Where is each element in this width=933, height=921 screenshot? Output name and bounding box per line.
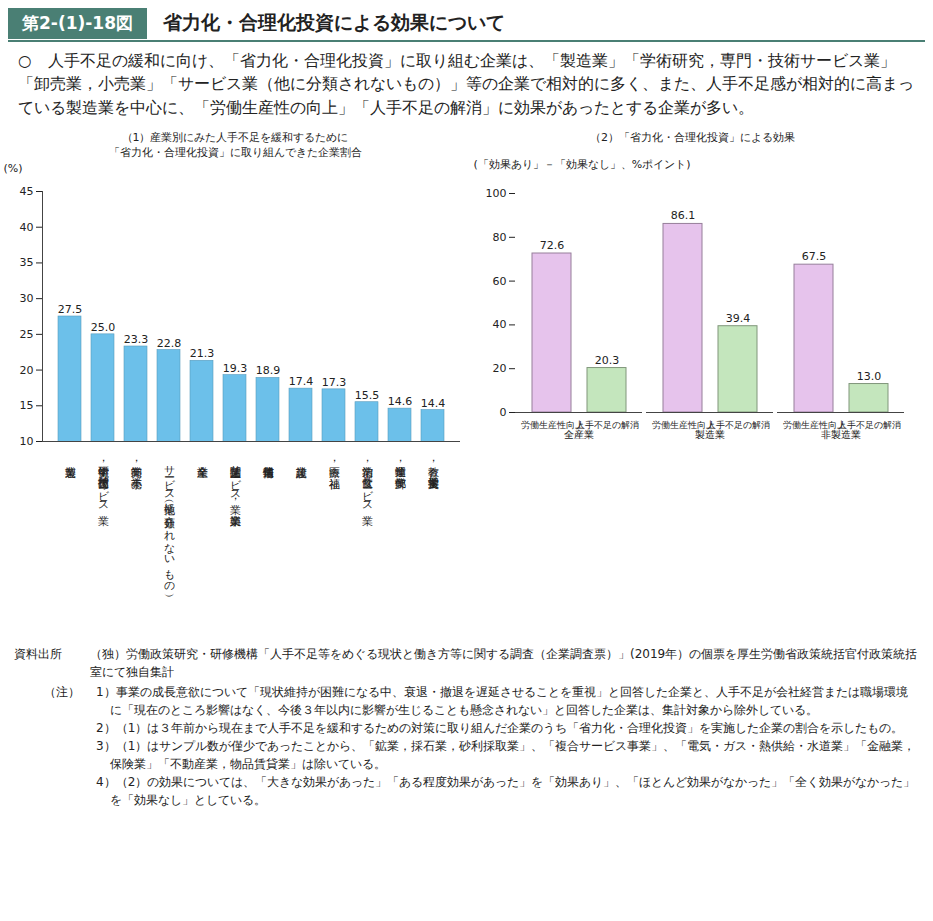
svg-text:86.1: 86.1	[671, 210, 696, 223]
svg-text:人手不足の解消: 人手不足の解消	[706, 419, 770, 430]
html-text:（注）: （注）	[44, 684, 80, 699]
html-text:省力化・合理化投資による効果について: 省力化・合理化投資による効果について	[163, 11, 505, 33]
html-text:製造業: 製造業	[63, 457, 77, 458]
svg-text:教育，学習支援業: 教育，学習支援業	[427, 458, 440, 490]
svg-text:17.3: 17.3	[322, 375, 347, 388]
svg-text:17.4: 17.4	[289, 375, 314, 388]
svg-text:医療，福祉: 医療，福祉	[328, 458, 341, 490]
svg-text:労働生産性向上: 労働生産性向上	[651, 419, 715, 430]
svg-text:25.0: 25.0	[91, 320, 116, 333]
html-text:3）（1）はサンプル数が僅少であったことから、「鉱業，採石業: 3）（1）はサンプル数が僅少であったことから、「鉱業，採石業，砂利採取業」、「複…	[96, 738, 916, 771]
svg-text:運輸業，郵便業: 運輸業，郵便業	[394, 458, 407, 490]
svg-text:(%): (%)	[4, 162, 23, 175]
svg-text:製造業: 製造業	[695, 429, 725, 440]
svg-text:人手不足の解消: 人手不足の解消	[837, 419, 901, 430]
svg-text:卸売業，小売業: 卸売業，小売業	[130, 458, 143, 490]
svg-text:10: 10	[20, 435, 34, 448]
svg-text:15: 15	[20, 399, 34, 412]
svg-text:全産業: 全産業	[564, 429, 594, 440]
svg-text:19.3: 19.3	[223, 361, 248, 374]
svg-text:15.5: 15.5	[355, 388, 380, 401]
svg-text:80: 80	[493, 231, 507, 244]
html-text:（2）「省力化・合理化投資」による効果: （2）「省力化・合理化投資」による効果	[590, 130, 795, 144]
svg-text:40: 40	[493, 319, 507, 332]
svg-text:20.3: 20.3	[595, 354, 620, 367]
svg-text:20: 20	[493, 362, 507, 375]
html-text:建設業: 建設業	[294, 457, 308, 458]
svg-text:35: 35	[20, 256, 34, 269]
svg-text:25: 25	[20, 327, 34, 340]
svg-text:14.6: 14.6	[388, 395, 413, 408]
svg-text:(「効果あり」－「効果なし」、%ポイント): (「効果あり」－「効果なし」、%ポイント)	[474, 158, 691, 171]
html-text:2）（1）は３年前から現在まで人手不足を緩和するための対策に: 2）（1）は３年前から現在まで人手不足を緩和するための対策に取り組んだ企業のうち…	[96, 720, 904, 735]
html-text:○ 人手不足の緩和に向け、「省力化・合理化投資」に取り組む企: ○ 人手不足の緩和に向け、「省力化・合理化投資」に取り組む企業は、「製造業」「学…	[18, 52, 914, 117]
svg-text:宿泊業，飲食サービス業: 宿泊業，飲食サービス業	[361, 458, 374, 527]
svg-text:60: 60	[493, 275, 507, 288]
svg-text:40: 40	[20, 220, 34, 233]
svg-text:非製造業: 非製造業	[821, 429, 861, 440]
svg-text:学術研究，専門・技術サービス業: 学術研究，専門・技術サービス業	[97, 458, 111, 527]
svg-text:100: 100	[486, 187, 507, 200]
html-text:資料出所: 資料出所	[14, 646, 62, 661]
svg-text:労働生産性向上: 労働生産性向上	[782, 419, 846, 430]
svg-text:39.4: 39.4	[726, 312, 751, 325]
svg-text:全産業: 全産業	[198, 467, 209, 478]
html-text:1）事業の成長意欲について「現状維持が困難になる中、衰退・撤: 1）事業の成長意欲について「現状維持が困難になる中、衰退・撤退を遅延させることを…	[96, 684, 908, 717]
html-text:（1）産業別にみた人手不足を緩和するために 「省力化・合理化: （1）産業別にみた人手不足を緩和するために 「省力化・合理化投資」に取り組んでき…	[108, 130, 362, 160]
svg-text:13.0: 13.0	[857, 370, 882, 383]
svg-text:サービス業（他に分類されないもの）: サービス業（他に分類されないもの）	[163, 458, 176, 597]
svg-text:生活関連サービス業，娯楽業: 生活関連サービス業，娯楽業	[229, 458, 242, 527]
svg-text:21.3: 21.3	[190, 347, 215, 360]
svg-text:45: 45	[20, 185, 34, 198]
svg-text:労働生産性向上: 労働生産性向上	[520, 419, 584, 430]
html-text:第2-(1)-18図: 第2-(1)-18図	[22, 12, 133, 33]
svg-text:30: 30	[20, 292, 34, 305]
html-text:情報通信業: 情報通信業	[261, 457, 275, 458]
svg-text:建設業: 建設業	[297, 467, 309, 479]
svg-text:18.9: 18.9	[256, 364, 281, 377]
html-text:4）（2）の効果については、「大きな効果があった」「ある程度: 4）（2）の効果については、「大きな効果があった」「ある程度効果があった」を「効…	[96, 774, 916, 807]
svg-text:22.8: 22.8	[157, 336, 182, 349]
html-text:全産業: 全産業	[195, 457, 209, 458]
svg-text:27.5: 27.5	[58, 303, 83, 316]
svg-text:72.6: 72.6	[540, 239, 565, 252]
svg-text:14.4: 14.4	[421, 396, 446, 409]
svg-text:人手不足の解消: 人手不足の解消	[575, 419, 639, 430]
html-text:（独）労働政策研究・研修機構「人手不足等をめぐる現状と働き方: （独）労働政策研究・研修機構「人手不足等をめぐる現状と働き方等に関する調査（企業…	[90, 646, 918, 679]
svg-text:情報通信業: 情報通信業	[264, 467, 276, 479]
svg-text:0: 0	[500, 406, 507, 419]
svg-text:製造業: 製造業	[66, 467, 77, 479]
svg-text:20: 20	[20, 363, 34, 376]
svg-text:23.3: 23.3	[124, 333, 149, 346]
svg-text:67.5: 67.5	[802, 250, 827, 263]
